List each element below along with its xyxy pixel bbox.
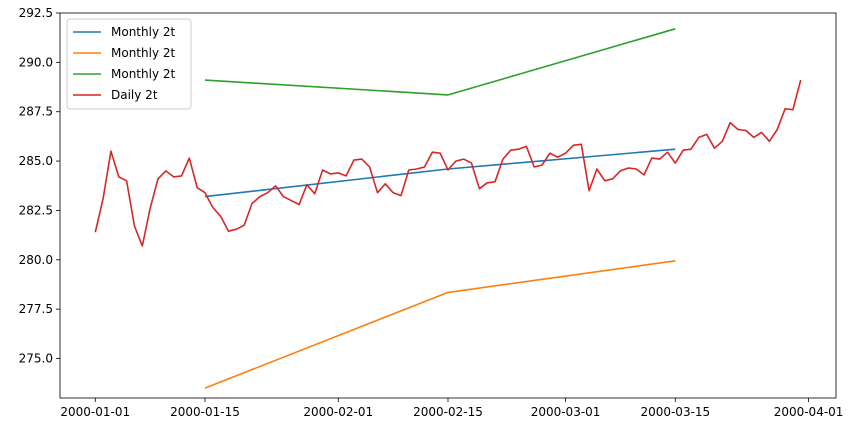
legend-label-3: Monthly 2t bbox=[111, 67, 175, 81]
y-tick-label: 275.0 bbox=[19, 352, 53, 366]
x-tick-label: 2000-02-01 bbox=[303, 405, 373, 419]
y-tick-label: 287.5 bbox=[19, 105, 53, 119]
legend-label-4: Daily 2t bbox=[111, 88, 158, 102]
series-line-4 bbox=[94, 79, 802, 247]
x-tick-label: 2000-03-15 bbox=[640, 405, 710, 419]
y-tick-label: 285.0 bbox=[19, 154, 53, 168]
x-tick-label: 2000-02-15 bbox=[413, 405, 483, 419]
legend: Monthly 2t Monthly 2t Monthly 2t Daily 2t bbox=[66, 18, 192, 110]
x-axis: 2000-01-01 2000-01-15 2000-02-01 2000-02-15… bbox=[60, 398, 843, 419]
series-layer bbox=[94, 28, 802, 389]
y-tick-label: 277.5 bbox=[19, 302, 53, 316]
x-tick-label: 2000-04-01 bbox=[774, 405, 844, 419]
legend-box bbox=[66, 18, 192, 110]
series-line-3 bbox=[204, 28, 676, 96]
series-line-2 bbox=[204, 260, 676, 389]
x-tick-label: 2000-01-01 bbox=[60, 405, 130, 419]
legend-label-1: Monthly 2t bbox=[111, 25, 175, 39]
y-tick-label: 282.5 bbox=[19, 203, 53, 217]
y-axis: 275.0 277.5 280.0 282.5 285.0 287.5 290.0 292.5 bbox=[19, 6, 60, 366]
x-tick-label: 2000-03-01 bbox=[531, 405, 601, 419]
y-tick-label: 280.0 bbox=[19, 253, 53, 267]
legend-label-2: Monthly 2t bbox=[111, 46, 175, 60]
y-tick-label: 292.5 bbox=[19, 6, 53, 20]
x-tick-label: 2000-01-15 bbox=[170, 405, 240, 419]
y-tick-label: 290.0 bbox=[19, 55, 53, 69]
